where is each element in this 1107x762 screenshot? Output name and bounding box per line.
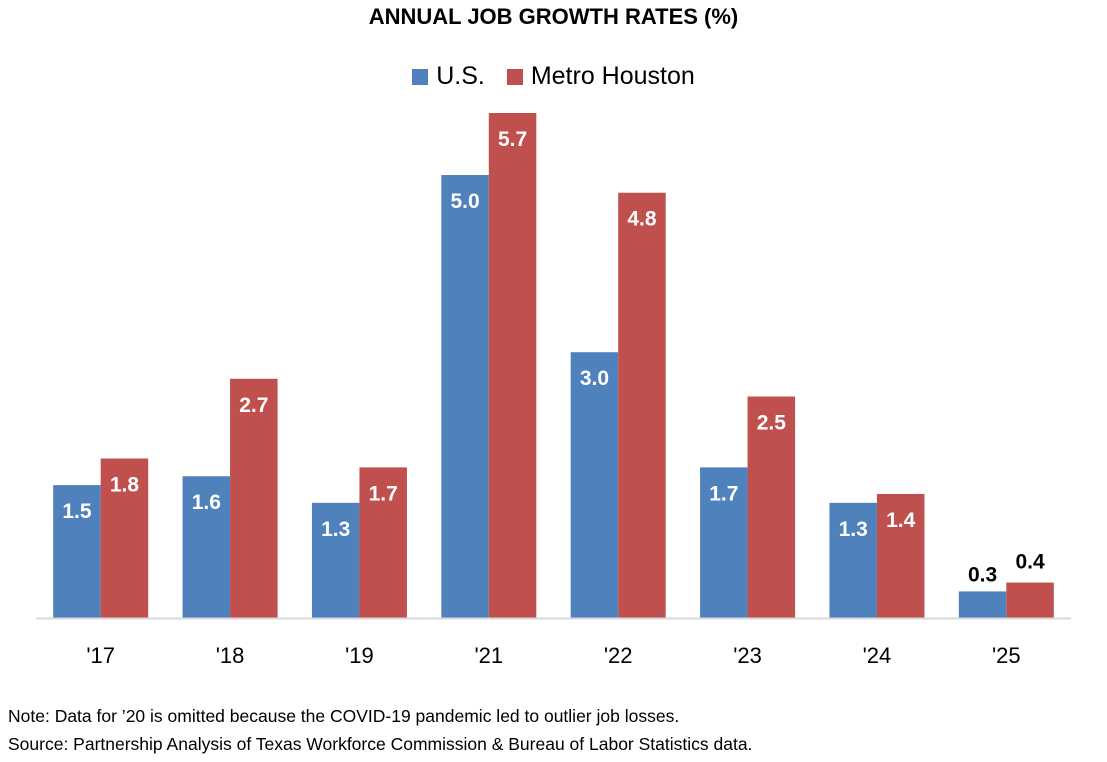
data-label-u-s: 1.3 <box>839 518 868 541</box>
x-tick-label: '24 <box>863 643 892 668</box>
x-tick-label: '19 <box>345 643 374 668</box>
x-tick-label: '17 <box>86 643 115 668</box>
data-label-metro-houston: 1.4 <box>886 509 916 532</box>
x-tick-label: '22 <box>604 643 633 668</box>
bar-u-s <box>182 476 231 618</box>
legend-item-houston: Metro Houston <box>506 62 695 91</box>
data-label-metro-houston: 5.7 <box>498 128 527 151</box>
bar-metro-houston <box>618 192 666 618</box>
bar-u-s <box>441 175 489 618</box>
legend-item-us: U.S. <box>412 62 485 91</box>
data-label-u-s: 0.3 <box>968 563 997 586</box>
bar-u-s <box>570 352 619 618</box>
legend-label-us: U.S. <box>436 62 485 90</box>
x-tick-label: '21 <box>474 643 503 668</box>
data-label-metro-houston: 2.7 <box>239 394 268 417</box>
data-label-metro-houston: 1.7 <box>369 482 398 505</box>
bar-u-s <box>700 467 748 618</box>
data-label-u-s: 1.7 <box>709 482 738 505</box>
data-label-u-s: 5.0 <box>450 190 479 213</box>
bar-metro-houston <box>100 458 149 618</box>
legend-label-houston: Metro Houston <box>530 62 695 90</box>
legend: U.S. Metro Houston <box>0 62 1107 91</box>
bar-metro-houston <box>876 493 925 618</box>
bar-metro-houston <box>1006 582 1054 618</box>
data-label-u-s: 1.5 <box>62 500 92 523</box>
bar-metro-houston <box>747 396 796 618</box>
bar-metro-houston <box>488 112 537 618</box>
bar-chart: 1.5 1.8 '17 1.6 2.7 '18 1.3 1.7 '19 5.0 5.7 '21 3.0 4… <box>36 112 1071 668</box>
bar-u-s <box>53 485 101 618</box>
data-label-metro-houston: 1.8 <box>110 474 140 497</box>
data-label-metro-houston: 2.5 <box>757 412 787 435</box>
data-label-u-s: 1.6 <box>192 491 221 514</box>
bar-u-s <box>311 502 360 618</box>
x-tick-label: '23 <box>733 643 762 668</box>
bar-metro-houston <box>230 378 278 618</box>
x-tick-label: '25 <box>992 643 1021 668</box>
x-tick-label: '18 <box>216 643 245 668</box>
bar-u-s <box>829 502 877 618</box>
footnote-source: Source: Partnership Analysis of Texas Wo… <box>8 734 753 754</box>
footnote-note: Note: Data for ’20 is omitted because th… <box>8 706 680 726</box>
bar-metro-houston <box>359 467 407 618</box>
bar-u-s <box>958 591 1007 618</box>
legend-swatch-houston <box>506 68 523 85</box>
data-label-u-s: 1.3 <box>321 518 350 541</box>
data-label-u-s: 3.0 <box>580 367 609 390</box>
chart-title: ANNUAL JOB GROWTH RATES (%) <box>368 4 739 29</box>
data-label-metro-houston: 4.8 <box>627 208 657 231</box>
data-label-metro-houston: 0.4 <box>1015 551 1045 574</box>
legend-swatch-us <box>412 68 429 85</box>
